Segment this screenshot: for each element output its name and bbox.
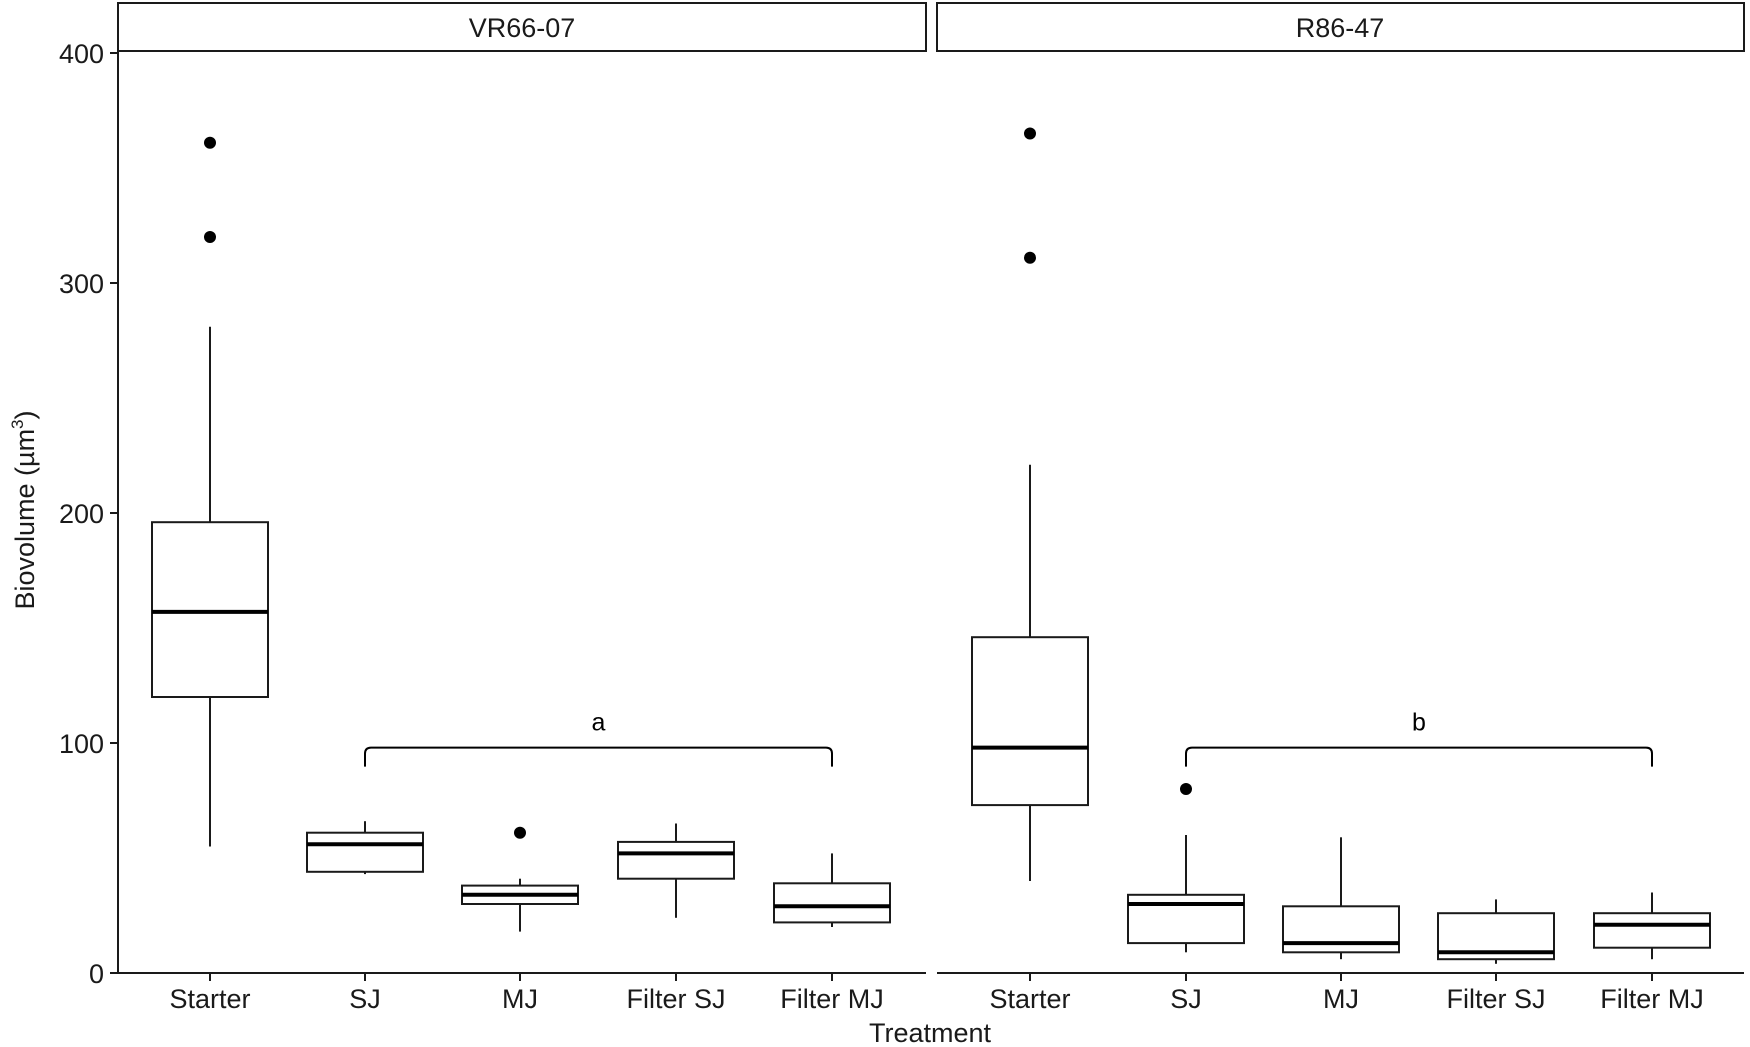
significance-label-r86-47: b xyxy=(1412,709,1426,737)
x-axis: Starter SJ MJ Filter SJ Filter MJ Starter SJ MJ… xyxy=(118,972,1744,1014)
box-r86-47-starter-outlier-point xyxy=(1024,251,1036,264)
box-vr66-07-starter-iqr-box xyxy=(151,521,269,699)
y-axis-title-text: Biovolume (µm xyxy=(10,429,40,610)
facet-panel-r86-47: R86-47 xyxy=(936,2,1745,52)
y-tick-label: 100 xyxy=(59,729,104,759)
facet-strip-label: VR66-07 xyxy=(469,13,576,43)
box-vr66-07-filter-sj-iqr-box xyxy=(617,840,735,880)
facet-strip-vr66-07 xyxy=(117,2,927,52)
box-r86-47-starter-outlier-point xyxy=(1024,127,1036,140)
box-vr66-07-starter-outlier-point xyxy=(204,231,216,243)
x-tick-label: Starter xyxy=(169,984,250,1014)
significance-label-vr66-07: a xyxy=(592,709,606,737)
y-tick-label: 200 xyxy=(59,499,104,529)
y-tick-label: 400 xyxy=(59,39,104,69)
y-axis-title-close: ) xyxy=(10,410,40,419)
y-tick-label: 0 xyxy=(89,959,104,989)
box-r86-47-mj-iqr-box xyxy=(1282,905,1400,954)
facet-strip-r86-47 xyxy=(936,2,1745,52)
box-r86-47-filter-mj-iqr-box xyxy=(1593,912,1711,949)
box-r86-47-sj-outlier-point xyxy=(1180,783,1192,795)
y-axis-title-superscript: 3 xyxy=(8,419,27,428)
x-tick-label: Starter xyxy=(989,984,1070,1014)
significance-bracket-vr66-07 xyxy=(364,746,833,767)
x-tick-label: MJ xyxy=(1323,984,1359,1014)
x-tick-label: Filter MJ xyxy=(1600,984,1704,1014)
y-axis-title: Biovolume (µm3) xyxy=(8,410,40,609)
x-tick-label: SJ xyxy=(349,984,381,1014)
box-vr66-07-filter-mj-iqr-box xyxy=(773,882,891,924)
y-axis: 0 100 200 300 400 xyxy=(59,39,119,989)
x-tick-label: Filter SJ xyxy=(1446,984,1545,1014)
facet-strip-label: R86-47 xyxy=(1296,13,1385,43)
facet-panel-vr66-07: VR66-07 xyxy=(117,2,927,52)
x-tick-label: SJ xyxy=(1170,984,1202,1014)
box-vr66-07-mj-outlier-point xyxy=(514,826,526,839)
x-tick-label: Filter MJ xyxy=(780,984,884,1014)
significance-bracket-r86-47 xyxy=(1185,746,1653,767)
x-tick-label: Filter SJ xyxy=(626,984,725,1014)
y-tick-label: 300 xyxy=(59,269,104,299)
box-r86-47-starter-iqr-box xyxy=(971,636,1089,807)
box-vr66-07-starter-outlier-point xyxy=(204,136,216,149)
box-vr66-07-sj-iqr-box xyxy=(306,831,424,873)
x-axis-title: Treatment xyxy=(869,1018,992,1047)
x-tick-label: MJ xyxy=(502,984,538,1014)
